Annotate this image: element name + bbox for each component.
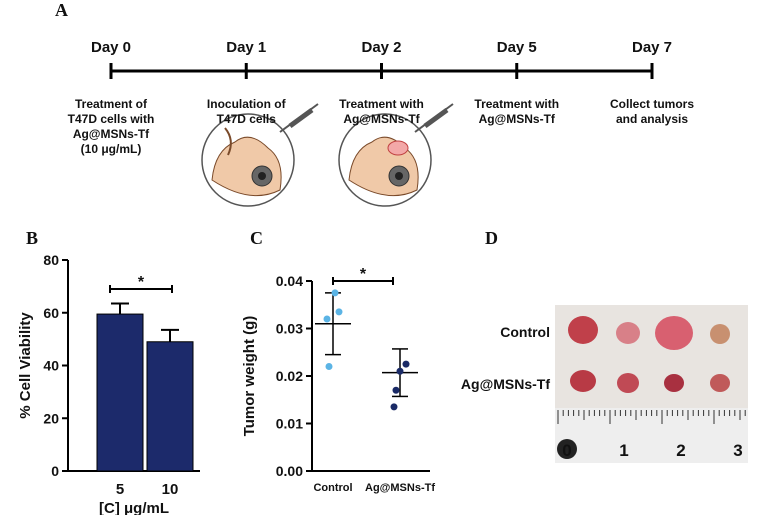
bar [96, 313, 144, 472]
data-point [396, 367, 404, 375]
x-tick-label: 10 [162, 481, 179, 498]
panel-label: D [485, 228, 498, 248]
y-tick-label: 0 [51, 463, 59, 479]
event-text: Ag@MSNs-Tf [343, 112, 420, 126]
bar [146, 341, 194, 472]
panel-label: A [55, 0, 68, 20]
y-tick-label: 0.00 [276, 463, 303, 479]
y-tick-label: 20 [43, 410, 59, 426]
data-point [331, 289, 339, 297]
data-point [390, 403, 398, 411]
row-label: Control [500, 324, 550, 340]
x-tick-label: 5 [116, 481, 124, 498]
mouse-illustration [201, 103, 319, 207]
ruler-label: 0 [562, 441, 571, 460]
y-tick-label: 0.04 [276, 273, 303, 289]
ruler-label: 1 [619, 441, 628, 460]
day-label: Day 5 [497, 39, 537, 56]
event-text: T47D cells with [68, 112, 155, 126]
x-axis-label: [C] μg/mL [99, 500, 169, 515]
event-text: T47D cells [217, 112, 277, 126]
day-label: Day 2 [361, 39, 401, 56]
y-tick-label: 80 [43, 252, 59, 268]
data-point [325, 363, 333, 370]
x-tick-label: Control [313, 482, 352, 494]
event-text: (10 μg/mL) [81, 142, 142, 156]
y-tick-label: 40 [43, 358, 59, 374]
ruler-label: 2 [676, 441, 685, 460]
y-tick-label: 0.03 [276, 321, 303, 337]
significance-label: * [138, 274, 145, 291]
event-text: and analysis [616, 112, 688, 126]
ruler-label: 3 [733, 441, 742, 460]
mouse-illustration [338, 103, 454, 207]
event-text: Treatment of [75, 97, 148, 111]
panel-label: B [26, 228, 38, 248]
data-point [392, 386, 400, 394]
y-axis-label: Tumor weight (g) [241, 316, 258, 437]
y-axis-label: % Cell Viability [17, 312, 34, 419]
day-label: Day 0 [91, 39, 131, 56]
event-text: Treatment with [474, 97, 559, 111]
event-text: Inoculation of [207, 97, 287, 111]
row-label: Ag@MSNs-Tf [461, 376, 550, 392]
y-tick-label: 60 [43, 305, 59, 321]
tumor-photo [555, 305, 748, 463]
y-tick-label: 0.02 [276, 368, 303, 384]
event-text: Ag@MSNs-Tf [73, 127, 150, 141]
data-point [323, 315, 331, 323]
data-point [335, 308, 343, 316]
y-tick-label: 0.01 [276, 416, 303, 432]
event-text: Ag@MSNs-Tf [479, 112, 556, 126]
event-text: Treatment with [339, 97, 424, 111]
x-tick-label: Ag@MSNs-Tf [365, 482, 435, 494]
day-label: Day 7 [632, 39, 672, 56]
significance-label: * [360, 266, 367, 283]
data-point [402, 360, 410, 368]
panel-label: C [250, 228, 263, 248]
day-label: Day 1 [226, 39, 266, 56]
event-text: Collect tumors [610, 97, 694, 111]
